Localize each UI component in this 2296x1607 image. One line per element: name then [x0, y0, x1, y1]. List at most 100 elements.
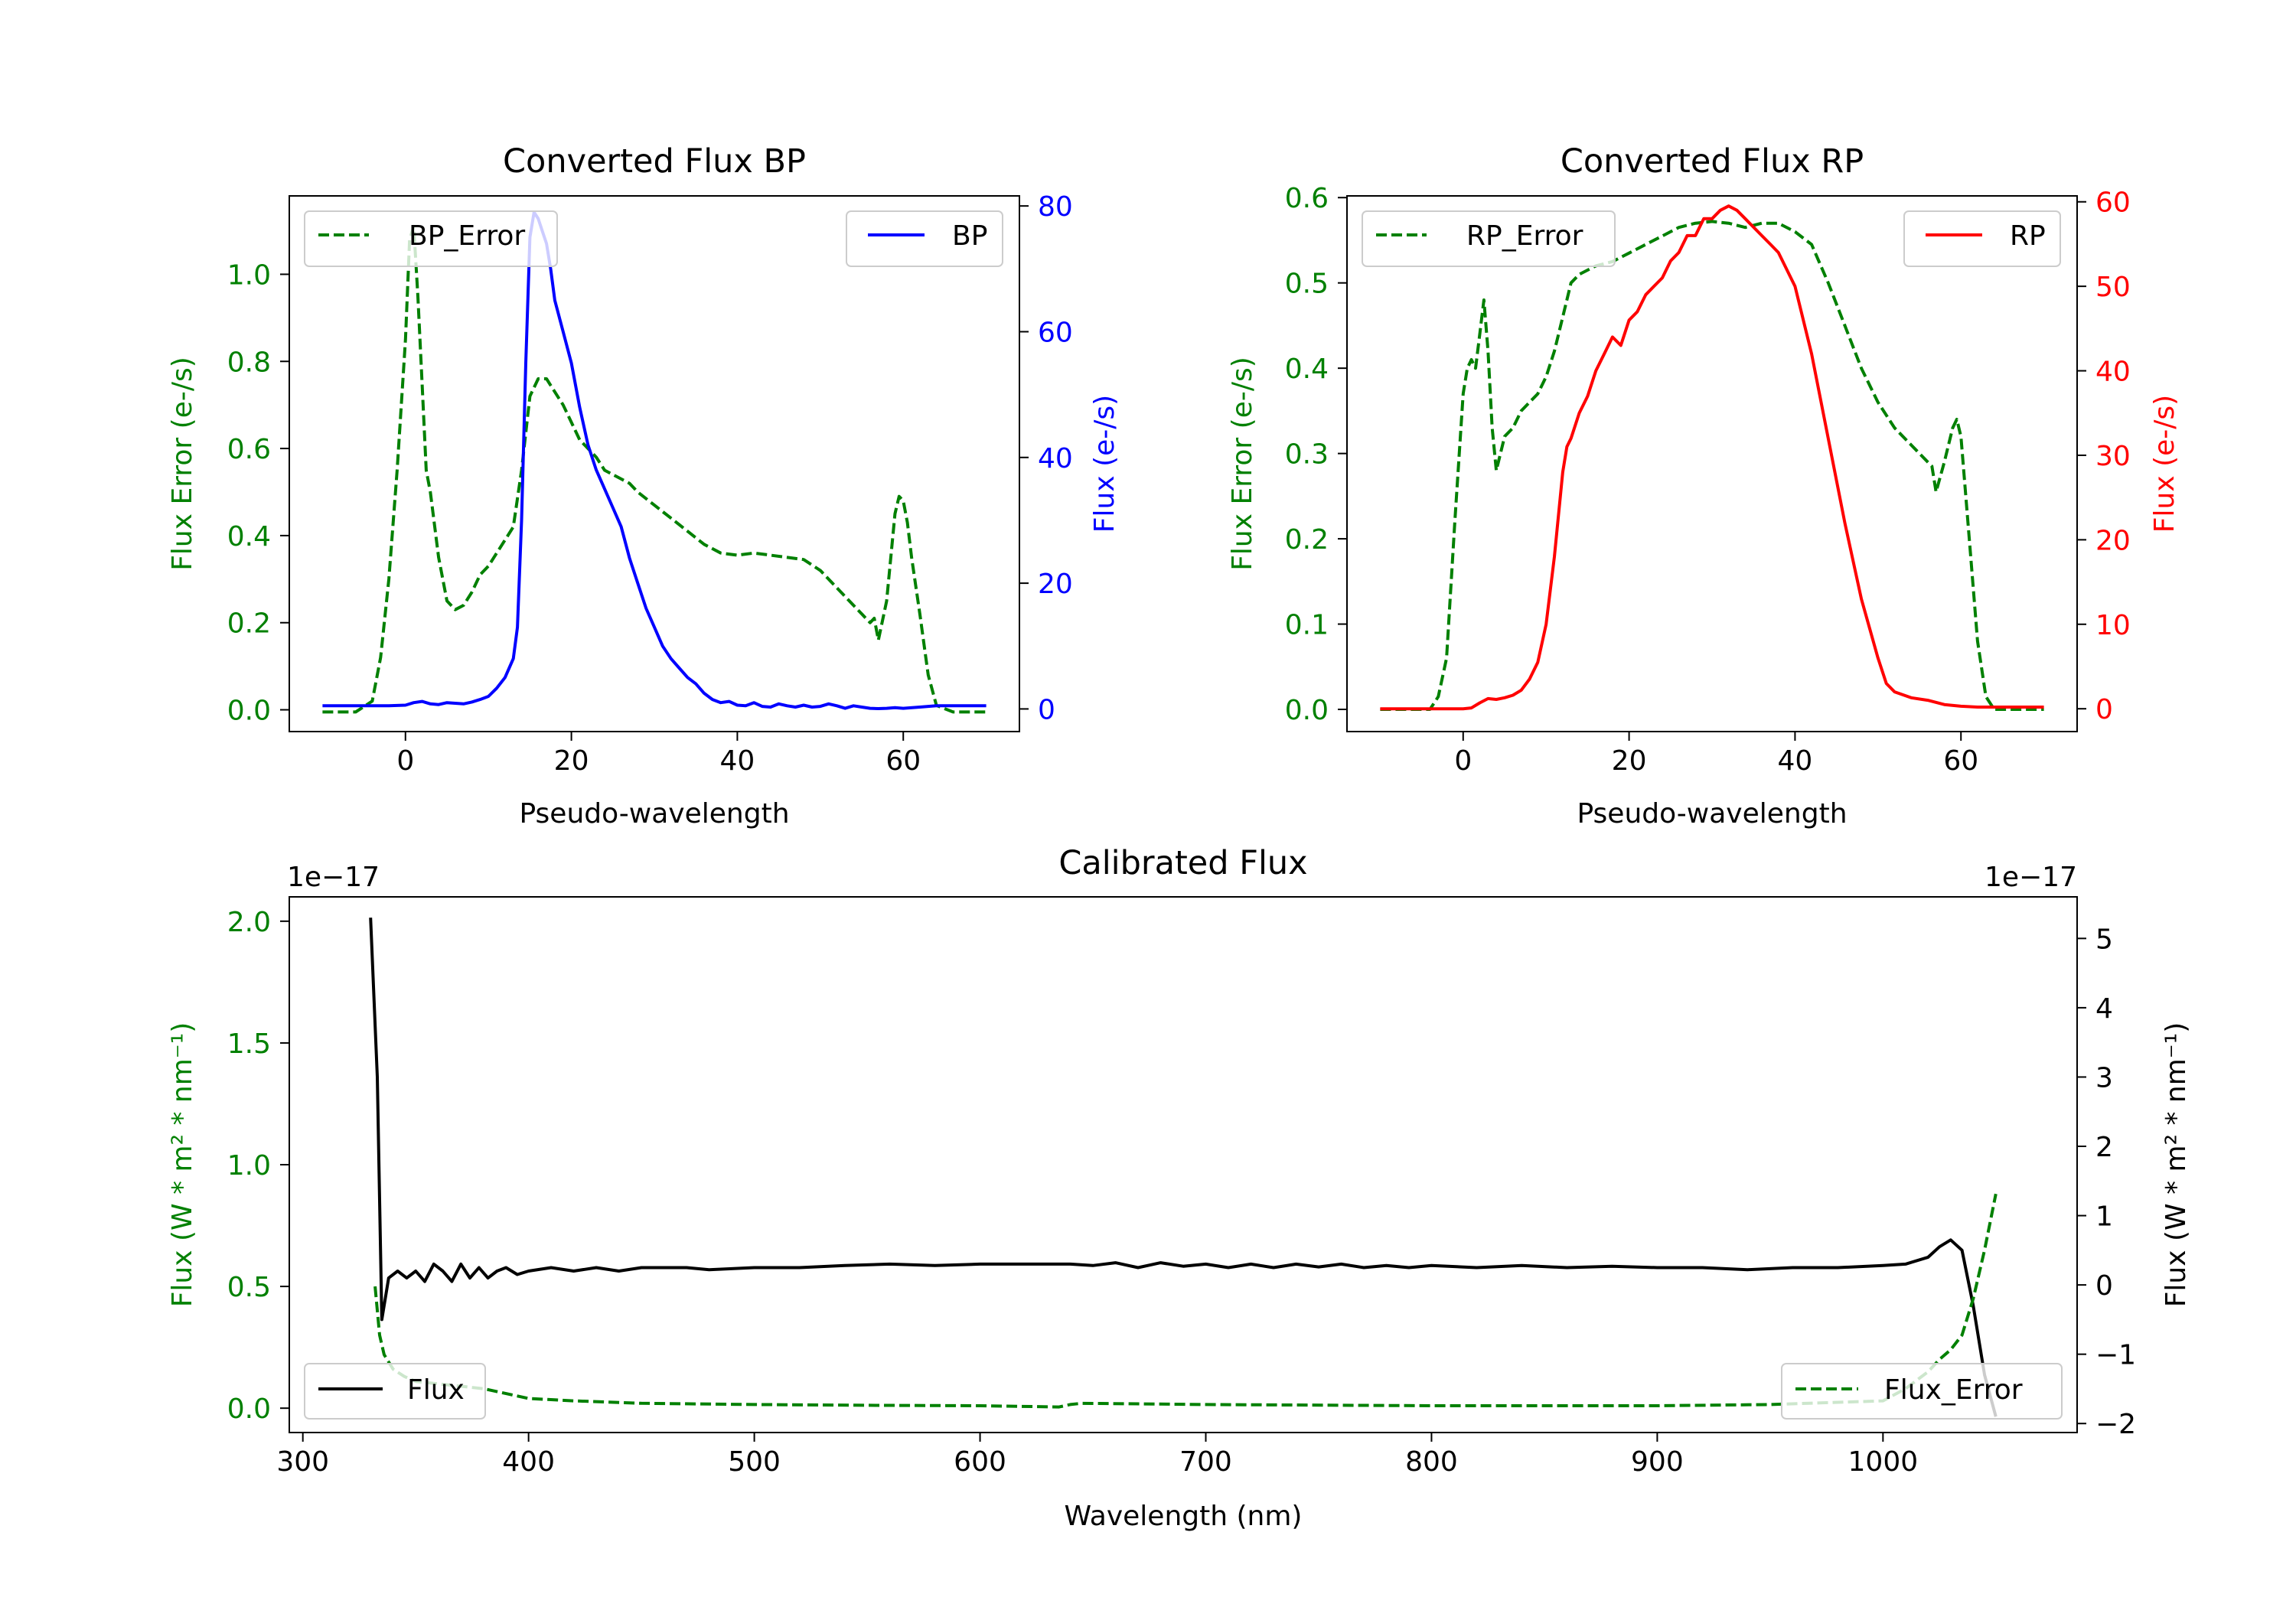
- bp-error-legend-label: BP_Error: [409, 220, 525, 252]
- calibrated-right-y-tick-label: 2: [2095, 1132, 2113, 1163]
- bp-right-y-tick-label: 80: [1038, 191, 1073, 223]
- rp-left-y-tick-label: 0.6: [1285, 183, 1329, 214]
- bp-legend-box: [846, 210, 1003, 267]
- rp-series-rp: [1380, 204, 2044, 711]
- calibrated-left-axis-label: Flux (W * m² * nm⁻¹): [167, 1022, 198, 1308]
- rp-right-y-tick-label: 10: [2095, 610, 2131, 641]
- rp-error-legend[interactable]: RP_Error: [1362, 210, 1616, 267]
- bp-right-y-tick-label: 0: [1038, 694, 1055, 725]
- bp-series-bp-error: [322, 224, 987, 714]
- rp-plot-area: [1380, 204, 2044, 711]
- calibrated-right-y-tick-label: 0: [2095, 1270, 2113, 1302]
- bp-series-bp: [322, 210, 987, 710]
- bp-error-legend-box: [304, 210, 558, 267]
- calibrated-x-tick-label: 900: [1631, 1446, 1684, 1478]
- bp-left-y-tick-label: 0.6: [227, 434, 271, 465]
- flux-error-legend-label: Flux_Error: [1884, 1374, 2023, 1406]
- rp-panel: 0 20 40 60 0.0 0.1 0.2 0.3 0.4 0.5 0.6 0 10 20 30 40 50 6…: [1227, 142, 2180, 830]
- calibrated-series-flux: [369, 918, 1998, 1417]
- rp-ticks: 0 20 40 60 0.0 0.1 0.2 0.3 0.4 0.5 0.6 0 10 20 30 40 50 6…: [1285, 183, 2131, 777]
- calibrated-left-y-tick-label: 1.5: [227, 1028, 271, 1060]
- calibrated-right-y-tick-label: 3: [2095, 1062, 2113, 1094]
- rp-legend-box: [1903, 210, 2061, 267]
- bp-panel: 0 20 40 60 0.0 0.2 0.4 0.6 0.8 1.0 0 20 40 60 80 Conve…: [167, 142, 1120, 830]
- calibrated-x-tick-label: 800: [1405, 1446, 1458, 1478]
- calibrated-title: Calibrated Flux: [1058, 844, 1307, 882]
- calibrated-x-tick-label: 1000: [1848, 1446, 1919, 1478]
- flux-legend-label: Flux: [407, 1374, 465, 1406]
- rp-left-y-tick-label: 0.0: [1285, 695, 1329, 726]
- calibrated-right-y-tick-label: 4: [2095, 993, 2113, 1025]
- calibrated-x-tick-label: 300: [276, 1446, 329, 1478]
- calibrated-right-axis-label: Flux (W * m² * nm⁻¹): [2161, 1022, 2192, 1308]
- calibrated-panel: 300 400 500 600 700 800 900 1000 0.0 0.5 1.0 1.5 2.0…: [167, 844, 2192, 1532]
- rp-x-tick-label: 60: [1943, 745, 1978, 777]
- calibrated-right-y-tick-label: −2: [2095, 1409, 2136, 1440]
- rp-right-y-tick-label: 0: [2095, 694, 2113, 725]
- flux-error-legend-box: [1781, 1363, 2063, 1420]
- flux-legend-box: [304, 1363, 486, 1420]
- rp-error-legend-box: [1362, 210, 1616, 267]
- calibrated-left-y-tick-label: 0.0: [227, 1393, 271, 1425]
- bp-x-tick-label: 40: [720, 745, 755, 777]
- bp-legend-label: BP: [952, 220, 987, 252]
- rp-legend[interactable]: RP: [1903, 210, 2061, 267]
- bp-legend[interactable]: BP: [846, 210, 1003, 267]
- bp-plot-area: [322, 210, 987, 714]
- flux-legend[interactable]: Flux: [304, 1363, 486, 1420]
- rp-series-rp-error: [1380, 220, 2044, 711]
- calibrated-x-tick-label: 400: [502, 1446, 555, 1478]
- bp-right-y-tick-label: 60: [1038, 317, 1073, 348]
- calibrated-left-y-tick-label: 0.5: [227, 1272, 271, 1303]
- calibrated-x-tick-label: 500: [728, 1446, 781, 1478]
- bp-x-tick-label: 0: [396, 745, 414, 777]
- bp-right-y-tick-label: 20: [1038, 569, 1073, 600]
- rp-x-tick-label: 40: [1778, 745, 1813, 777]
- rp-left-y-tick-label: 0.3: [1285, 439, 1329, 471]
- bp-left-y-tick-label: 0.4: [227, 521, 271, 553]
- rp-right-y-tick-label: 20: [2095, 525, 2131, 556]
- rp-right-axis-label: Flux (e-/s): [2149, 395, 2180, 533]
- rp-left-y-tick-label: 0.1: [1285, 610, 1329, 641]
- rp-title: Converted Flux RP: [1561, 142, 1864, 181]
- bp-left-axis-label: Flux Error (e-/s): [167, 357, 198, 571]
- bp-left-y-tick-label: 1.0: [227, 259, 271, 291]
- bp-left-y-tick-label: 0.2: [227, 608, 271, 640]
- rp-x-axis-label: Pseudo-wavelength: [1577, 798, 1847, 830]
- calibrated-x-tick-label: 600: [954, 1446, 1006, 1478]
- calibrated-left-y-tick-label: 1.0: [227, 1150, 271, 1182]
- rp-x-tick-label: 20: [1612, 745, 1647, 777]
- bp-title: Converted Flux BP: [503, 142, 806, 181]
- calibrated-x-axis-label: Wavelength (nm): [1065, 1501, 1303, 1532]
- calibrated-left-y-tick-label: 2.0: [227, 907, 271, 938]
- bp-right-axis-label: Flux (e-/s): [1089, 395, 1120, 533]
- bp-ticks: 0 20 40 60 0.0 0.2 0.4 0.6 0.8 1.0 0 20 40 60 80: [227, 191, 1073, 777]
- bp-right-y-tick-label: 40: [1038, 443, 1073, 474]
- rp-x-tick-label: 0: [1454, 745, 1472, 777]
- rp-plot-frame: [1346, 195, 2078, 732]
- calibrated-x-tick-label: 700: [1179, 1446, 1232, 1478]
- bp-plot-frame: [289, 195, 1020, 732]
- rp-right-y-tick-label: 30: [2095, 441, 2131, 472]
- bp-left-y-tick-label: 0.8: [227, 347, 271, 378]
- bp-error-legend[interactable]: BP_Error: [304, 210, 558, 267]
- bp-x-tick-label: 20: [554, 745, 589, 777]
- calibrated-ticks: 300 400 500 600 700 800 900 1000 0.0 0.5 1.0 1.5 2.0…: [227, 907, 2136, 1478]
- calibrated-right-y-tick-label: 5: [2095, 924, 2113, 955]
- calibrated-right-y-tick-label: 1: [2095, 1201, 2113, 1233]
- rp-right-y-tick-label: 40: [2095, 357, 2131, 388]
- rp-right-y-tick-label: 50: [2095, 272, 2131, 303]
- calibrated-right-y-tick-label: −1: [2095, 1340, 2136, 1371]
- rp-error-legend-label: RP_Error: [1466, 220, 1583, 252]
- rp-right-y-tick-label: 60: [2095, 187, 2131, 219]
- calibrated-left-offset-text: 1e−17: [287, 862, 380, 893]
- flux-error-legend[interactable]: Flux_Error: [1781, 1363, 2063, 1420]
- rp-left-y-tick-label: 0.2: [1285, 524, 1329, 556]
- bp-left-y-tick-label: 0.0: [227, 696, 271, 727]
- rp-left-y-tick-label: 0.4: [1285, 354, 1329, 385]
- rp-legend-label: RP: [2010, 220, 2046, 252]
- bp-x-tick-label: 60: [885, 745, 921, 777]
- calibrated-right-offset-text: 1e−17: [1985, 862, 2077, 893]
